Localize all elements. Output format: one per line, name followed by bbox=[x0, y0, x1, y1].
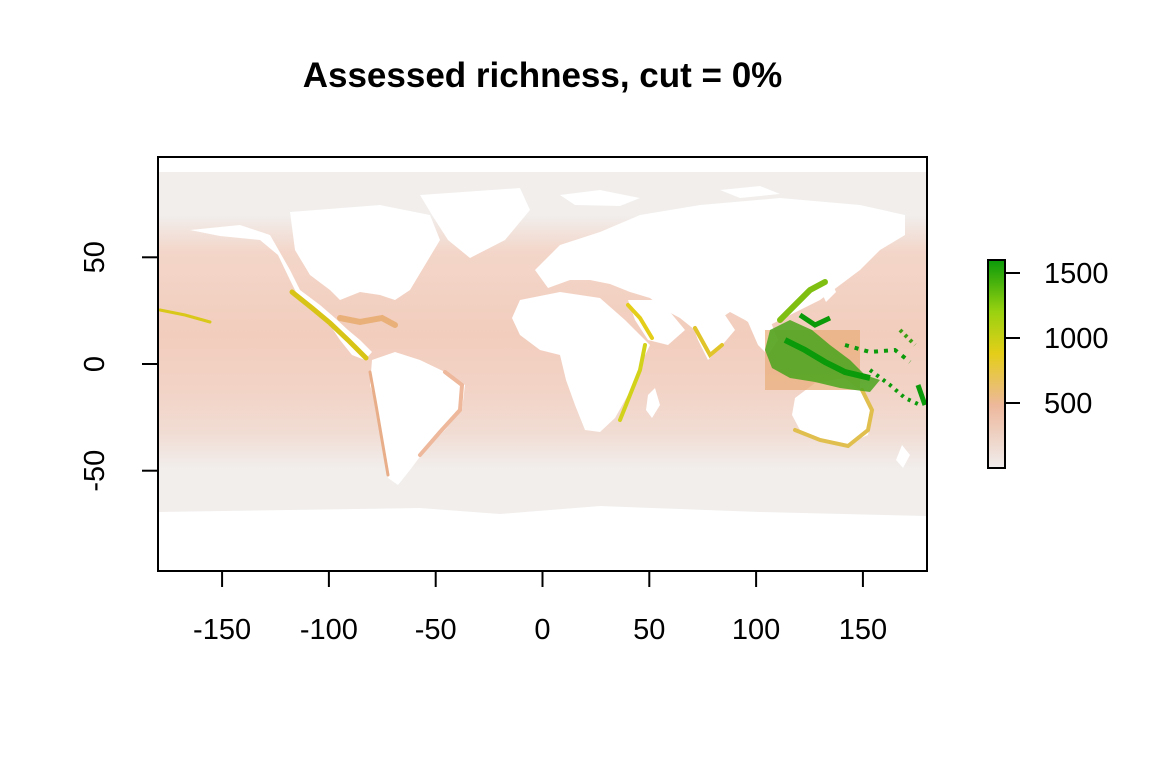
coast-red-sea bbox=[626, 303, 654, 340]
colorbar-gradient bbox=[987, 259, 1006, 469]
map-title: Assessed richness, cut = 0% bbox=[302, 56, 783, 95]
y-axis: -50 0 50 bbox=[79, 241, 158, 492]
map-raster bbox=[158, 172, 927, 571]
arctic-islands bbox=[560, 186, 780, 206]
colorbar-ticks: 500 1000 1500 bbox=[1005, 258, 1109, 420]
greenland bbox=[420, 188, 530, 258]
land-layer bbox=[158, 186, 927, 571]
x-axis: -150 -100 -50 0 50 100 150 bbox=[193, 571, 887, 646]
coast-east-asia bbox=[777, 279, 828, 323]
x-tick-label: -150 bbox=[193, 614, 251, 646]
x-tick-label: -100 bbox=[300, 614, 358, 646]
x-tick-label: 50 bbox=[633, 614, 665, 646]
x-tick-label: -50 bbox=[415, 614, 457, 646]
x-tick-label: 0 bbox=[534, 614, 550, 646]
north-america bbox=[190, 205, 440, 360]
x-tick-label: 150 bbox=[839, 614, 887, 646]
coast-east-africa bbox=[618, 343, 647, 422]
coast-east-pacific bbox=[289, 289, 369, 361]
coast-hawaii bbox=[158, 308, 212, 324]
y-tick-label: 0 bbox=[79, 356, 111, 372]
india bbox=[690, 315, 735, 360]
south-america bbox=[370, 352, 465, 485]
coral-triangle-hotspot bbox=[765, 312, 927, 407]
y-tick-label: 50 bbox=[79, 241, 111, 273]
coast-india bbox=[693, 326, 724, 359]
madagascar bbox=[646, 388, 660, 418]
coast-australia bbox=[793, 388, 875, 449]
arabia bbox=[628, 300, 685, 345]
antarctica bbox=[158, 506, 927, 571]
africa bbox=[512, 292, 650, 432]
colorbar-tick-label: 500 bbox=[1044, 388, 1092, 420]
coast-caribbean bbox=[337, 314, 398, 328]
australia bbox=[792, 378, 872, 445]
coast-south-america-west bbox=[368, 370, 390, 477]
coastal-richness bbox=[158, 279, 875, 477]
new-zealand bbox=[896, 445, 910, 468]
x-tick-label: 100 bbox=[732, 614, 780, 646]
colorbar: 500 1000 1500 bbox=[987, 258, 1109, 469]
eurasia bbox=[535, 198, 905, 345]
coast-south-america-east bbox=[418, 370, 465, 457]
y-tick-label: -50 bbox=[79, 450, 111, 492]
colorbar-tick-label: 1500 bbox=[1044, 258, 1109, 290]
colorbar-tick-label: 1000 bbox=[1044, 323, 1109, 355]
